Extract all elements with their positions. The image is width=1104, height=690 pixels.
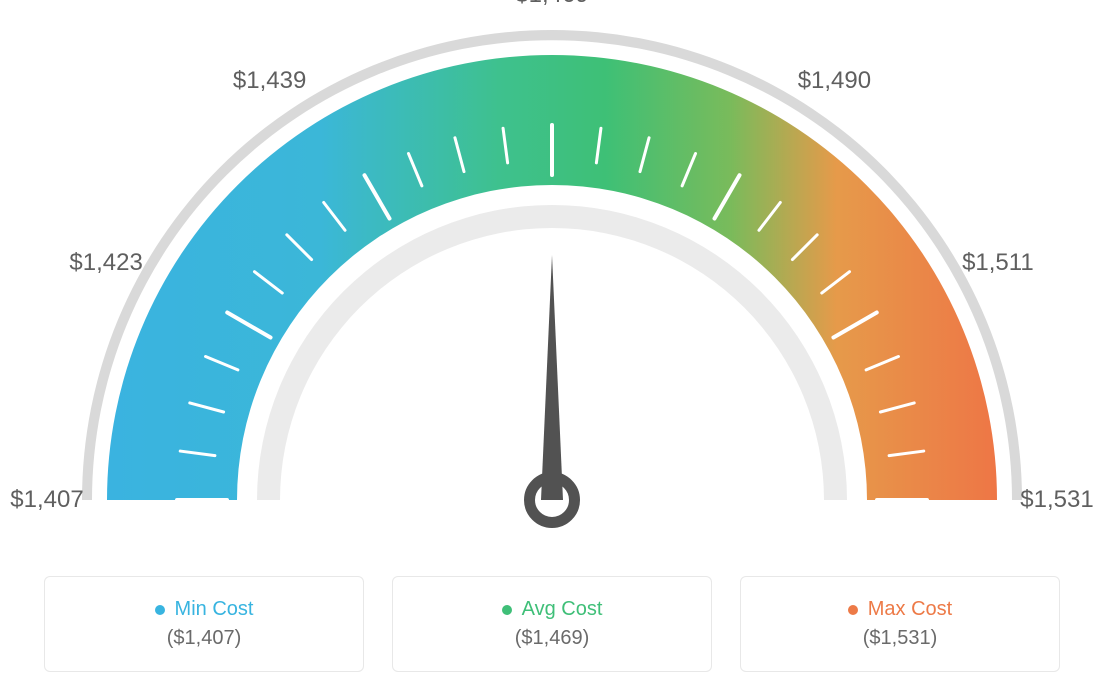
gauge-chart-container: $1,407 $1,423 $1,439 $1,469 $1,490 $1,511 $1,5… <box>0 0 1104 690</box>
avg-cost-label: Avg Cost <box>522 598 603 621</box>
gauge-tick-label: $1,531 <box>1020 486 1093 514</box>
card-avg-title-row: Avg Cost <box>502 598 603 621</box>
gauge-tick-label: $1,439 <box>233 67 306 95</box>
card-min-cost: Min Cost ($1,407) <box>44 576 364 672</box>
gauge-tick-label: $1,423 <box>69 249 142 277</box>
card-min-title-row: Min Cost <box>155 598 254 621</box>
gauge-svg <box>0 0 1104 560</box>
min-dot-icon <box>155 605 165 615</box>
gauge-area: $1,407 $1,423 $1,439 $1,469 $1,490 $1,511 $1,5… <box>0 0 1104 560</box>
avg-cost-value: ($1,469) <box>515 627 590 650</box>
max-cost-value: ($1,531) <box>863 627 938 650</box>
card-max-cost: Max Cost ($1,531) <box>740 576 1060 672</box>
gauge-tick-label: $1,511 <box>962 249 1034 277</box>
min-cost-value: ($1,407) <box>167 627 242 650</box>
gauge-tick-label: $1,490 <box>798 67 871 95</box>
max-dot-icon <box>848 605 858 615</box>
card-avg-cost: Avg Cost ($1,469) <box>392 576 712 672</box>
gauge-tick-label: $1,469 <box>515 0 588 9</box>
summary-cards: Min Cost ($1,407) Avg Cost ($1,469) Max … <box>0 576 1104 672</box>
min-cost-label: Min Cost <box>175 598 254 621</box>
gauge-tick-label: $1,407 <box>10 486 83 514</box>
card-max-title-row: Max Cost <box>848 598 952 621</box>
avg-dot-icon <box>502 605 512 615</box>
max-cost-label: Max Cost <box>868 598 952 621</box>
